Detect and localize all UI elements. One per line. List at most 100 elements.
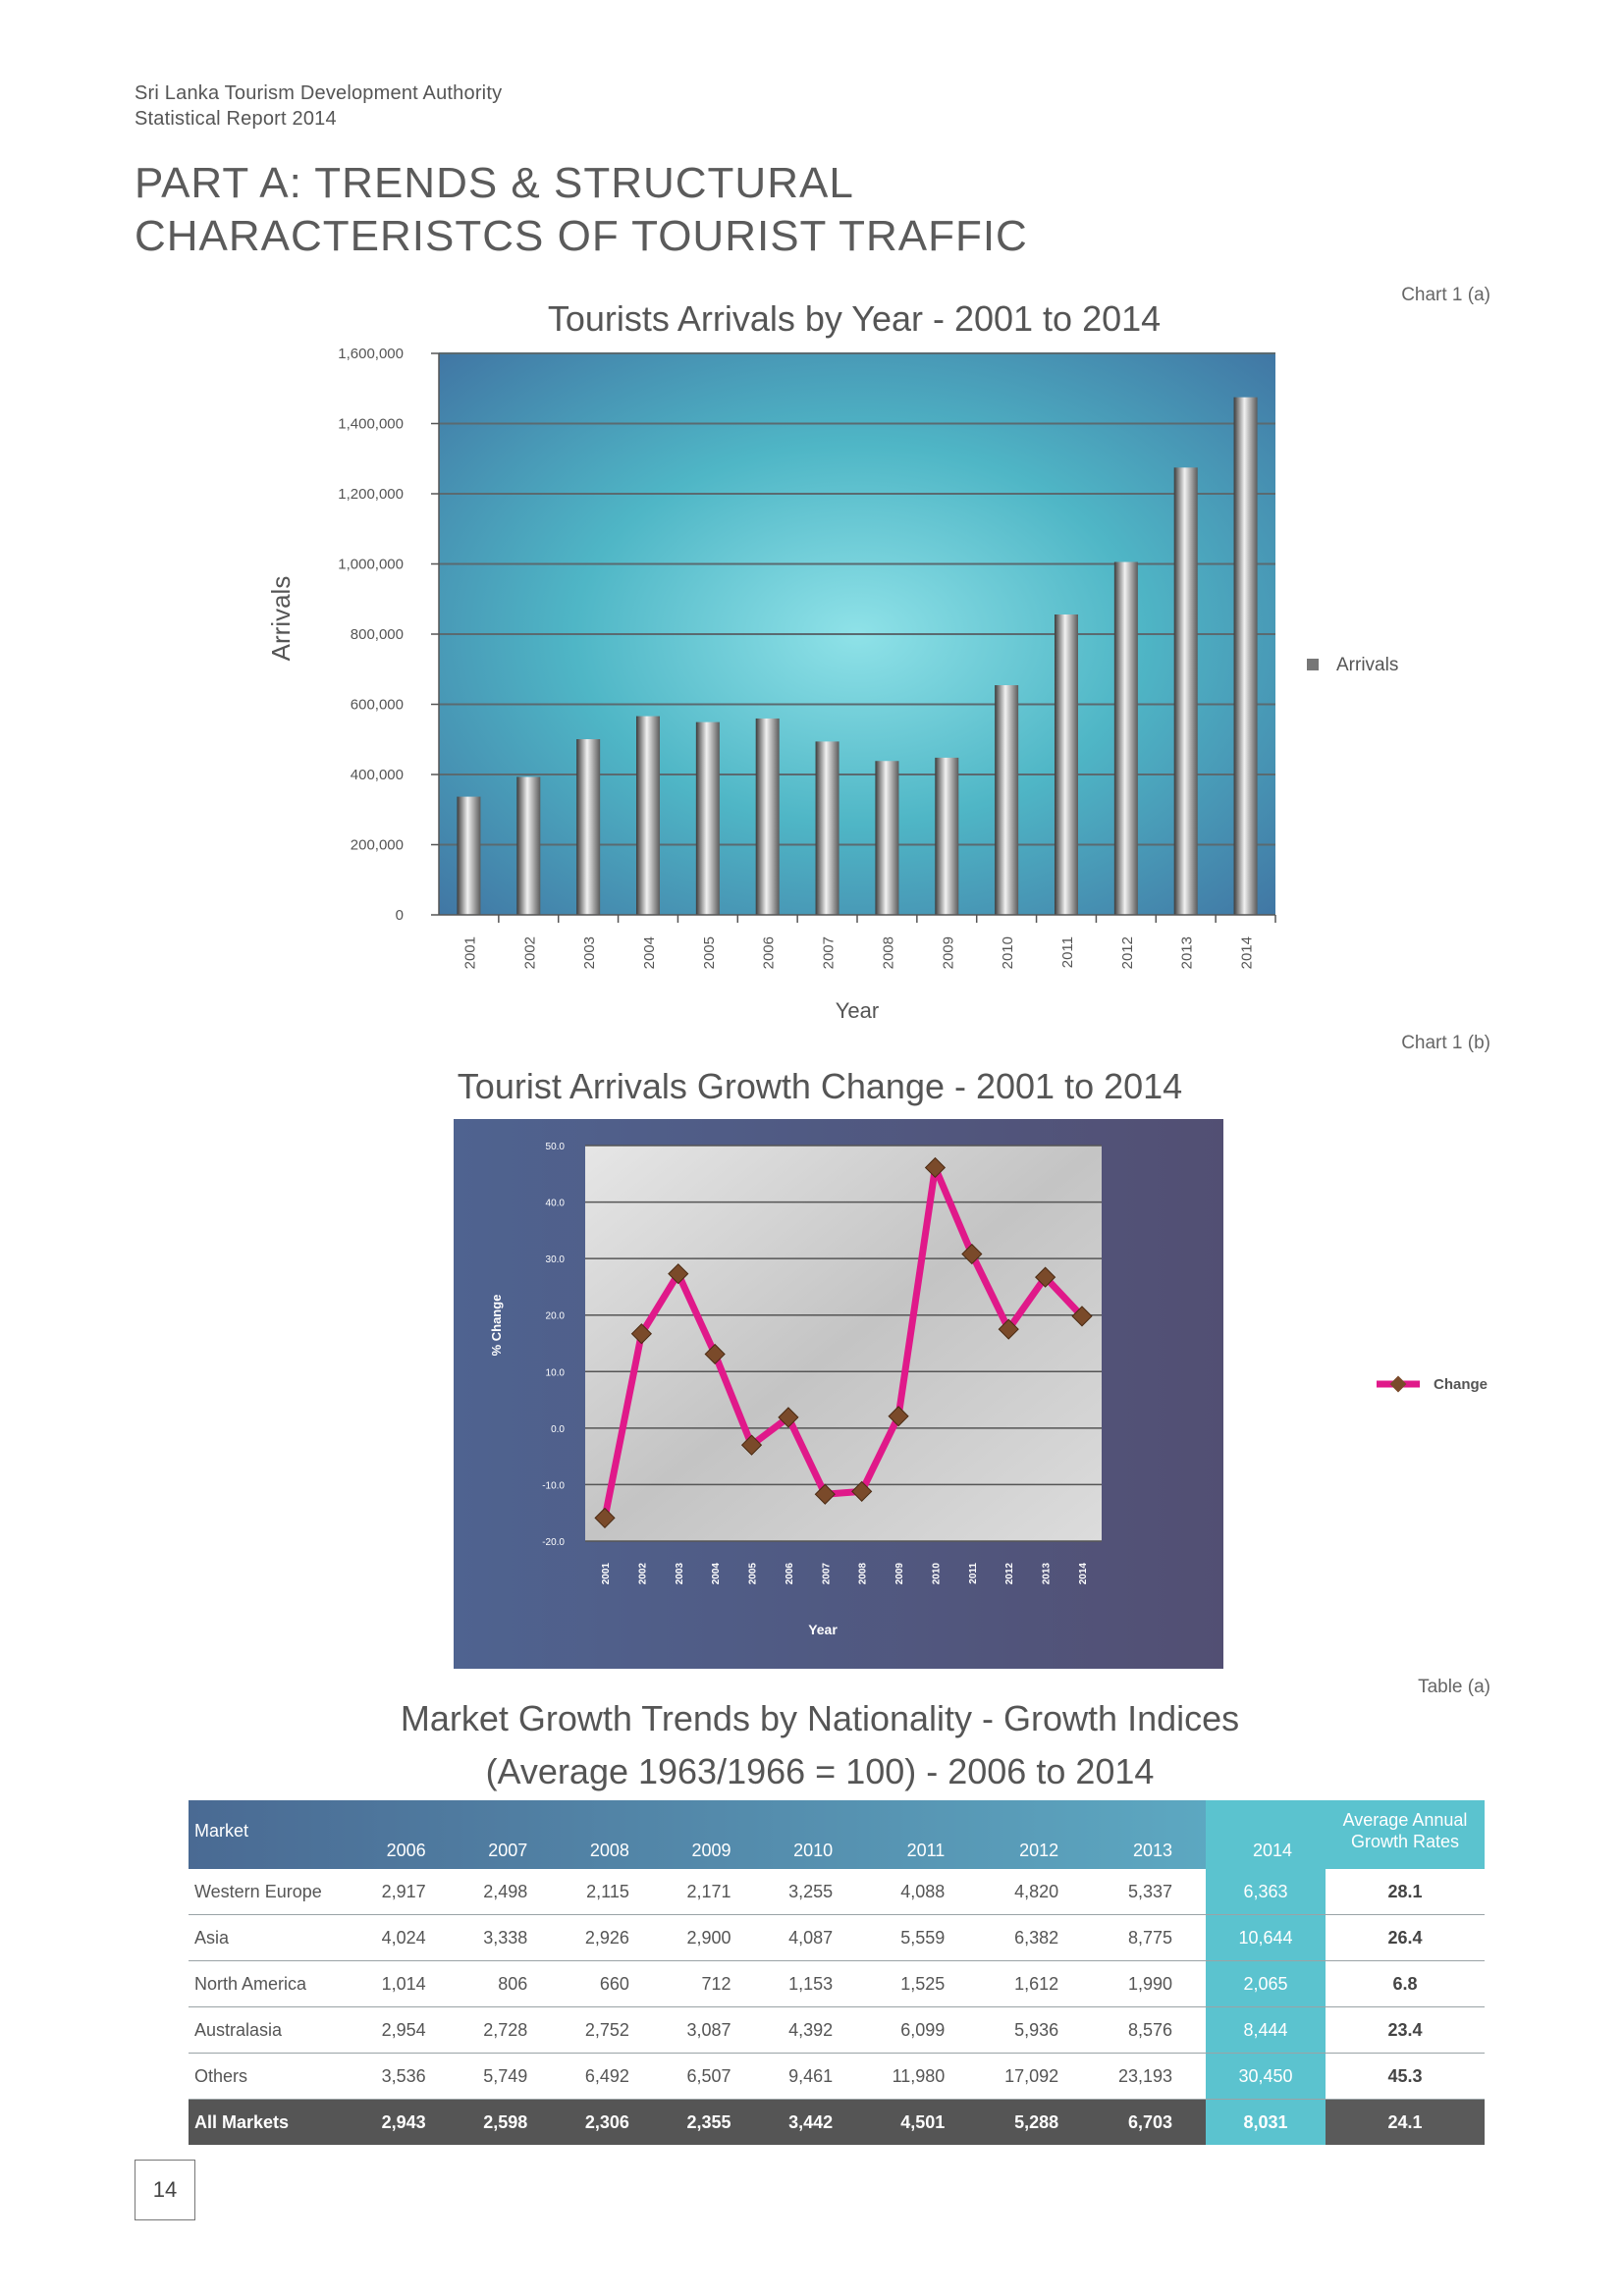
value-cell: 2,900 xyxy=(662,1914,765,1961)
value-cell: 9,461 xyxy=(764,2053,867,2100)
value-cell: 1,612 xyxy=(978,1960,1093,2007)
x-tick-label: 2001 xyxy=(601,1563,612,1585)
bar-2006 xyxy=(755,718,780,915)
y-tick-label: 1,600,000 xyxy=(338,346,404,362)
report-name: Statistical Report 2014 xyxy=(135,108,337,130)
bar-2003 xyxy=(576,739,601,915)
value-cell: 712 xyxy=(662,1960,765,2007)
value-cell: 2,171 xyxy=(662,1869,765,1915)
value-cell: 8,576 xyxy=(1092,2006,1206,2054)
value-cell: 17,092 xyxy=(978,2053,1093,2100)
table-row: Asia 4,024 3,338 2,926 2,900 4,087 5,559 6,382 8… xyxy=(189,1914,1485,1961)
market-cell: Australasia xyxy=(189,2006,357,2054)
x-tick-label: 2004 xyxy=(711,1563,722,1585)
bar-2002 xyxy=(516,776,541,915)
value-cell: 6,507 xyxy=(662,2053,765,2100)
table-row: Western Europe 2,917 2,498 2,115 2,171 3,255 4… xyxy=(189,1869,1485,1915)
x-tick-label: 2008 xyxy=(880,936,896,969)
point-2001 xyxy=(594,1507,616,1529)
header-2009: 2009 xyxy=(691,1841,731,1860)
table-row: Australasia 2,954 2,728 2,752 3,087 4,392 6,09… xyxy=(189,2006,1485,2054)
change-series-line xyxy=(601,1163,1085,1520)
chart-a-ref: Chart 1 (a) xyxy=(1401,285,1490,305)
value-cell: 5,337 xyxy=(1092,1869,1206,1915)
arrivals-bar-chart: 0 200,000 400,000 600,000 800,000 1,000,000 1,… xyxy=(266,346,1398,1023)
bar-2005 xyxy=(695,721,720,915)
header-2013: 2013 xyxy=(1132,1841,1172,1860)
value-cell: 6,363 xyxy=(1206,1869,1326,1915)
value-cell: 2,943 xyxy=(357,2099,460,2145)
x-tick-label: 2009 xyxy=(940,936,956,969)
bar-2001 xyxy=(457,796,481,915)
x-tick-label: 2012 xyxy=(1004,1563,1015,1585)
bar-2007 xyxy=(815,741,839,915)
value-cell: 4,820 xyxy=(978,1869,1093,1915)
value-cell: 8,775 xyxy=(1092,1914,1206,1961)
x-tick-label: 2006 xyxy=(761,936,778,969)
x-axis-title: Year xyxy=(836,998,879,1023)
market-cell: Western Europe xyxy=(189,1869,357,1915)
y-tick-label: 1,200,000 xyxy=(338,486,404,503)
x-tick-label: 2007 xyxy=(821,1563,832,1585)
market-cell: Others xyxy=(189,2053,357,2100)
bar-2010 xyxy=(995,685,1019,915)
value-cell: 10,644 xyxy=(1206,1914,1326,1961)
value-cell: 3,536 xyxy=(357,2053,460,2100)
point-2007 xyxy=(814,1483,836,1505)
point-2002 xyxy=(630,1323,652,1345)
value-cell: 806 xyxy=(459,1960,562,2007)
value-cell: 2,917 xyxy=(357,1869,460,1915)
x-tick-label: 2009 xyxy=(894,1563,905,1585)
y-tick-label: 800,000 xyxy=(351,626,404,643)
point-2005 xyxy=(740,1434,763,1456)
y-tick-label: 0 xyxy=(396,907,404,924)
value-cell: 23,193 xyxy=(1092,2053,1206,2100)
x-tick-label: 2003 xyxy=(581,936,598,969)
header-2014: 2014 xyxy=(1206,1800,1326,1869)
y-axis-title: % Change xyxy=(489,1295,504,1357)
y-tick-label: 0.0 xyxy=(551,1424,565,1435)
x-tick-label: 2004 xyxy=(641,936,658,969)
legend-label: Arrivals xyxy=(1336,655,1398,675)
value-cell: 1,525 xyxy=(866,1960,979,2007)
x-tick-label: 2002 xyxy=(637,1563,648,1585)
value-cell: 4,501 xyxy=(866,2099,979,2145)
bar-2013 xyxy=(1173,467,1198,915)
value-cell: 2,728 xyxy=(459,2006,562,2054)
x-tick-label: 2005 xyxy=(701,936,718,969)
market-cell: All Markets xyxy=(189,2099,357,2145)
org-name: Sri Lanka Tourism Development Authority xyxy=(135,82,503,104)
x-tick-label: 2011 xyxy=(968,1563,979,1584)
x-tick-label: 2011 xyxy=(1059,936,1076,968)
y-tick-label: 400,000 xyxy=(351,767,404,783)
point-2014 xyxy=(1071,1306,1093,1327)
growth-rate-cell: 23.4 xyxy=(1326,2006,1485,2054)
growth-rate-cell: 24.1 xyxy=(1326,2099,1485,2145)
x-tick-label: 2002 xyxy=(521,936,538,969)
chart-b-title: Tourist Arrivals Growth Change - 2001 to… xyxy=(457,1066,1183,1106)
value-cell: 2,306 xyxy=(561,2099,663,2145)
value-cell: 5,288 xyxy=(978,2099,1093,2145)
value-cell: 660 xyxy=(561,1960,663,2007)
value-cell: 8,031 xyxy=(1206,2099,1326,2145)
value-cell: 3,087 xyxy=(662,2006,765,2054)
point-2009 xyxy=(888,1406,909,1427)
table-title-line1: Market Growth Trends by Nationality - Gr… xyxy=(400,1698,1240,1738)
point-2008 xyxy=(851,1480,873,1502)
legend-label: Change xyxy=(1434,1376,1488,1393)
growth-rate-cell: 45.3 xyxy=(1326,2053,1485,2100)
point-2003 xyxy=(668,1263,689,1285)
y-tick-label: 1,400,000 xyxy=(338,416,404,433)
plot-area xyxy=(585,1146,1102,1541)
value-cell: 5,559 xyxy=(866,1914,979,1961)
x-tick-label: 2003 xyxy=(675,1563,685,1585)
table-row: Others 3,536 5,749 6,492 6,507 9,461 11,980 17,… xyxy=(189,2053,1485,2100)
x-tick-label: 2014 xyxy=(1078,1563,1089,1585)
part-title-line2: CHARACTERISTCS OF TOURIST TRAFFIC xyxy=(135,212,1028,260)
table-ref: Table (a) xyxy=(1418,1677,1490,1697)
value-cell: 5,749 xyxy=(459,2053,562,2100)
bar-2011 xyxy=(1055,614,1078,915)
growth-line-chart: -20.0 -10.0 0.0 10.0 20.0 30.0 40.0 50.0 2001 20… xyxy=(454,1119,1488,1669)
bar-2012 xyxy=(1113,561,1138,915)
bar-2009 xyxy=(935,757,959,915)
